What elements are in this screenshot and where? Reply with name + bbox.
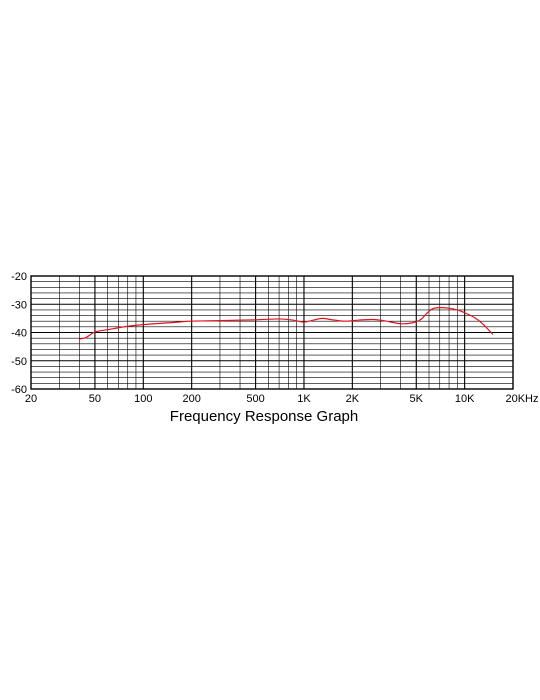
y-tick-label: -20: [11, 271, 27, 283]
x-tick-label: 50: [89, 393, 101, 405]
plot-frame-layer: [30, 275, 514, 390]
y-tick-label: -30: [11, 299, 27, 311]
y-axis-ticks: -20 -30 -40 -50 -60: [11, 271, 27, 396]
x-tick-label: 2K: [346, 393, 360, 405]
x-axis-ticks: 20 50 100 200 500 1K 2K 5K 10K 20KHz: [25, 393, 539, 405]
x-tick-label: 200: [182, 393, 200, 405]
plot-frame: [30, 275, 514, 390]
x-tick-label: 20: [25, 393, 37, 405]
response-curve-series-0: [79, 307, 494, 340]
x-tick-label: 10K: [455, 393, 475, 405]
x-tick-label: 500: [246, 393, 264, 405]
x-tick-label: 100: [134, 393, 152, 405]
y-tick-label: -60: [11, 384, 27, 396]
x-tick-label: 1K: [297, 393, 311, 405]
response-curve-layer: [79, 307, 494, 340]
y-tick-label: -40: [11, 328, 27, 340]
chart-title: Frequency Response Graph: [170, 408, 358, 425]
x-tick-label: 20KHz: [505, 393, 538, 405]
y-tick-label: -50: [11, 356, 27, 368]
x-tick-label: 5K: [410, 393, 424, 405]
grid: [31, 275, 513, 390]
